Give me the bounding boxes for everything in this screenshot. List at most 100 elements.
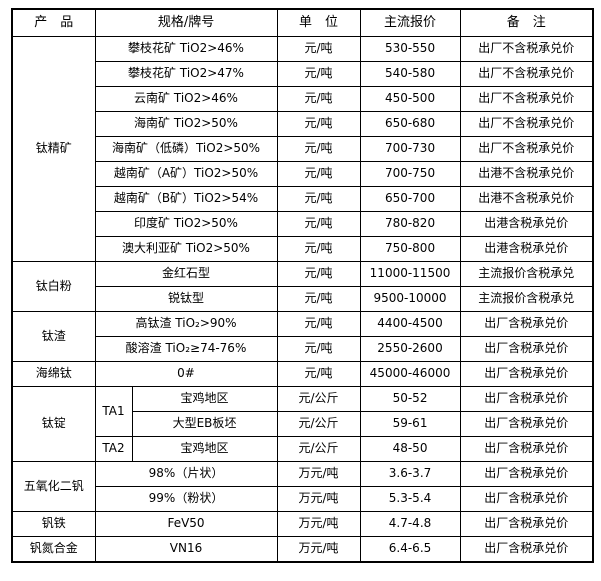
note-cell: 出厂含税承兑价: [459, 361, 594, 387]
price-cell: 4400-4500: [359, 311, 461, 337]
header-unit: 单 位: [276, 8, 361, 37]
price-cell: 50-52: [359, 386, 461, 412]
note-cell: 出厂含税承兑价: [459, 336, 594, 362]
note-cell: 出港含税承兑价: [459, 211, 594, 237]
table-row: 钒铁 FeV50 万元/吨 4.7-4.8 出厂含税承兑价: [11, 511, 594, 537]
unit-cell: 元/吨: [276, 286, 361, 312]
spec-cell: 酸溶渣 TiO₂≥74-76%: [94, 336, 278, 362]
price-cell: 750-800: [359, 236, 461, 262]
table-row: 海南矿（低磷）TiO2>50% 元/吨 700-730 出厂不含税承兑价: [12, 136, 594, 162]
unit-cell: 元/吨: [276, 61, 361, 87]
unit-cell: 元/吨: [276, 361, 361, 387]
note-cell: 主流报价含税承兑: [459, 286, 594, 312]
header-spec: 规格/牌号: [94, 8, 278, 37]
spec-cell: 高钛渣 TiO₂>90%: [94, 311, 278, 337]
spec-cell: 宝鸡地区: [131, 386, 278, 412]
price-cell: 11000-11500: [359, 261, 461, 287]
note-cell: 出厂含税承兑价: [459, 311, 594, 337]
price-cell: 2550-2600: [359, 336, 461, 362]
note-cell: 出厂不含税承兑价: [459, 36, 594, 62]
unit-cell: 元/公斤: [276, 436, 361, 462]
price-cell: 530-550: [359, 36, 461, 62]
spec-cell: 印度矿 TiO2>50%: [94, 211, 278, 237]
spec-cell: 澳大利亚矿 TiO2>50%: [94, 236, 278, 262]
spec-cell: 云南矿 TiO2>46%: [94, 86, 278, 112]
header-row: 产 品 规格/牌号 单 位 主流报价 备 注: [11, 8, 594, 37]
price-cell: 780-820: [359, 211, 461, 237]
price-cell: 4.7-4.8: [359, 511, 461, 537]
unit-cell: 元/吨: [276, 311, 361, 337]
spec-cell: 越南矿（B矿）TiO2>54%: [94, 186, 278, 212]
note-cell: 主流报价含税承兑: [459, 261, 594, 287]
price-cell: 59-61: [359, 411, 461, 437]
unit-cell: 元/吨: [276, 261, 361, 287]
note-cell: 出厂含税承兑价: [459, 511, 594, 537]
table-row: 澳大利亚矿 TiO2>50% 元/吨 750-800 出港含税承兑价: [12, 236, 594, 262]
header-price: 主流报价: [359, 8, 461, 37]
unit-cell: 元/吨: [276, 111, 361, 137]
unit-cell: 元/吨: [276, 136, 361, 162]
product-cell: 钒氮合金: [11, 536, 96, 563]
header-product: 产 品: [11, 8, 96, 37]
spec-cell: 锐钛型: [94, 286, 278, 312]
note-cell: 出厂含税承兑价: [459, 461, 594, 487]
spec-cell: 大型EB板坯: [131, 411, 278, 437]
product-cell: 钒铁: [11, 511, 96, 537]
price-cell: 48-50: [359, 436, 461, 462]
unit-cell: 元/公斤: [276, 411, 361, 437]
unit-cell: 万元/吨: [276, 536, 361, 563]
unit-cell: 元/吨: [276, 236, 361, 262]
table-row: 钒氮合金 VN16 万元/吨 6.4-6.5 出厂含税承兑价: [11, 536, 594, 563]
price-cell: 650-700: [359, 186, 461, 212]
price-cell: 700-730: [359, 136, 461, 162]
spec-cell: 金红石型: [94, 261, 278, 287]
price-cell: 5.3-5.4: [359, 486, 461, 512]
table-row: 钛精矿 攀枝花矿 TiO2>46% 元/吨 530-550 出厂不含税承兑价: [11, 36, 594, 262]
spec-cell: VN16: [94, 536, 278, 563]
spec-cell: FeV50: [94, 511, 278, 537]
note-cell: 出港含税承兑价: [459, 236, 594, 262]
unit-cell: 元/吨: [276, 36, 361, 62]
unit-cell: 万元/吨: [276, 461, 361, 487]
table-row: 99%（粉状） 万元/吨 5.3-5.4 出厂含税承兑价: [12, 486, 594, 512]
spec-cell: 宝鸡地区: [131, 436, 278, 462]
price-table: 产 品 规格/牌号 单 位 主流报价 备 注 钛精矿 攀枝花矿 TiO2>46%…: [11, 8, 595, 563]
table-row: 钛渣 高钛渣 TiO₂>90% 元/吨 4400-4500 出厂含税承兑价: [11, 311, 594, 362]
product-cell: 钛渣: [11, 311, 96, 362]
spec-cell: 越南矿（A矿）TiO2>50%: [94, 161, 278, 187]
product-cell: 钛白粉: [11, 261, 96, 312]
price-cell: 9500-10000: [359, 286, 461, 312]
note-cell: 出厂含税承兑价: [459, 436, 594, 462]
product-cell: 海绵钛: [11, 361, 96, 387]
table-row: 越南矿（A矿）TiO2>50% 元/吨 700-750 出港不含税承兑价: [12, 161, 594, 187]
unit-cell: 元/吨: [276, 86, 361, 112]
table-row: 海绵钛 0# 元/吨 45000-46000 出厂含税承兑价: [11, 361, 594, 387]
spec-cell: 0#: [94, 361, 278, 387]
note-cell: 出厂不含税承兑价: [459, 136, 594, 162]
unit-cell: 万元/吨: [276, 511, 361, 537]
unit-cell: 元/吨: [276, 161, 361, 187]
table-row: 越南矿（B矿）TiO2>54% 元/吨 650-700 出港不含税承兑价: [12, 186, 594, 212]
note-cell: 出厂含税承兑价: [459, 536, 594, 563]
table-row: 五氧化二钒 98%（片状） 万元/吨 3.6-3.7 出厂含税承兑价: [11, 461, 594, 512]
table-row: 攀枝花矿 TiO2>47% 元/吨 540-580 出厂不含税承兑价: [12, 61, 594, 87]
spec-cell: 99%（粉状）: [94, 486, 278, 512]
note-cell: 出厂不含税承兑价: [459, 111, 594, 137]
spec-cell: 98%（片状）: [94, 461, 278, 487]
unit-cell: 元/吨: [276, 211, 361, 237]
table-row: 印度矿 TiO2>50% 元/吨 780-820 出港含税承兑价: [12, 211, 594, 237]
price-cell: 3.6-3.7: [359, 461, 461, 487]
unit-cell: 元/吨: [276, 186, 361, 212]
unit-cell: 元/公斤: [276, 386, 361, 412]
price-cell: 650-680: [359, 111, 461, 137]
price-cell: 540-580: [359, 61, 461, 87]
table-row: 海南矿 TiO2>50% 元/吨 650-680 出厂不含税承兑价: [12, 111, 594, 137]
grade-cell: TA2: [94, 436, 133, 462]
note-cell: 出厂含税承兑价: [459, 411, 594, 437]
table-row: 钛锭 TA1 宝鸡地区 元/公斤 50-52 出厂含税承兑价: [11, 386, 594, 462]
price-cell: 6.4-6.5: [359, 536, 461, 563]
product-cell: 钛锭: [11, 386, 96, 462]
unit-cell: 万元/吨: [276, 486, 361, 512]
table-row: 酸溶渣 TiO₂≥74-76% 元/吨 2550-2600 出厂含税承兑价: [12, 336, 594, 362]
table-row: TA2 宝鸡地区 元/公斤 48-50 出厂含税承兑价: [12, 436, 594, 462]
